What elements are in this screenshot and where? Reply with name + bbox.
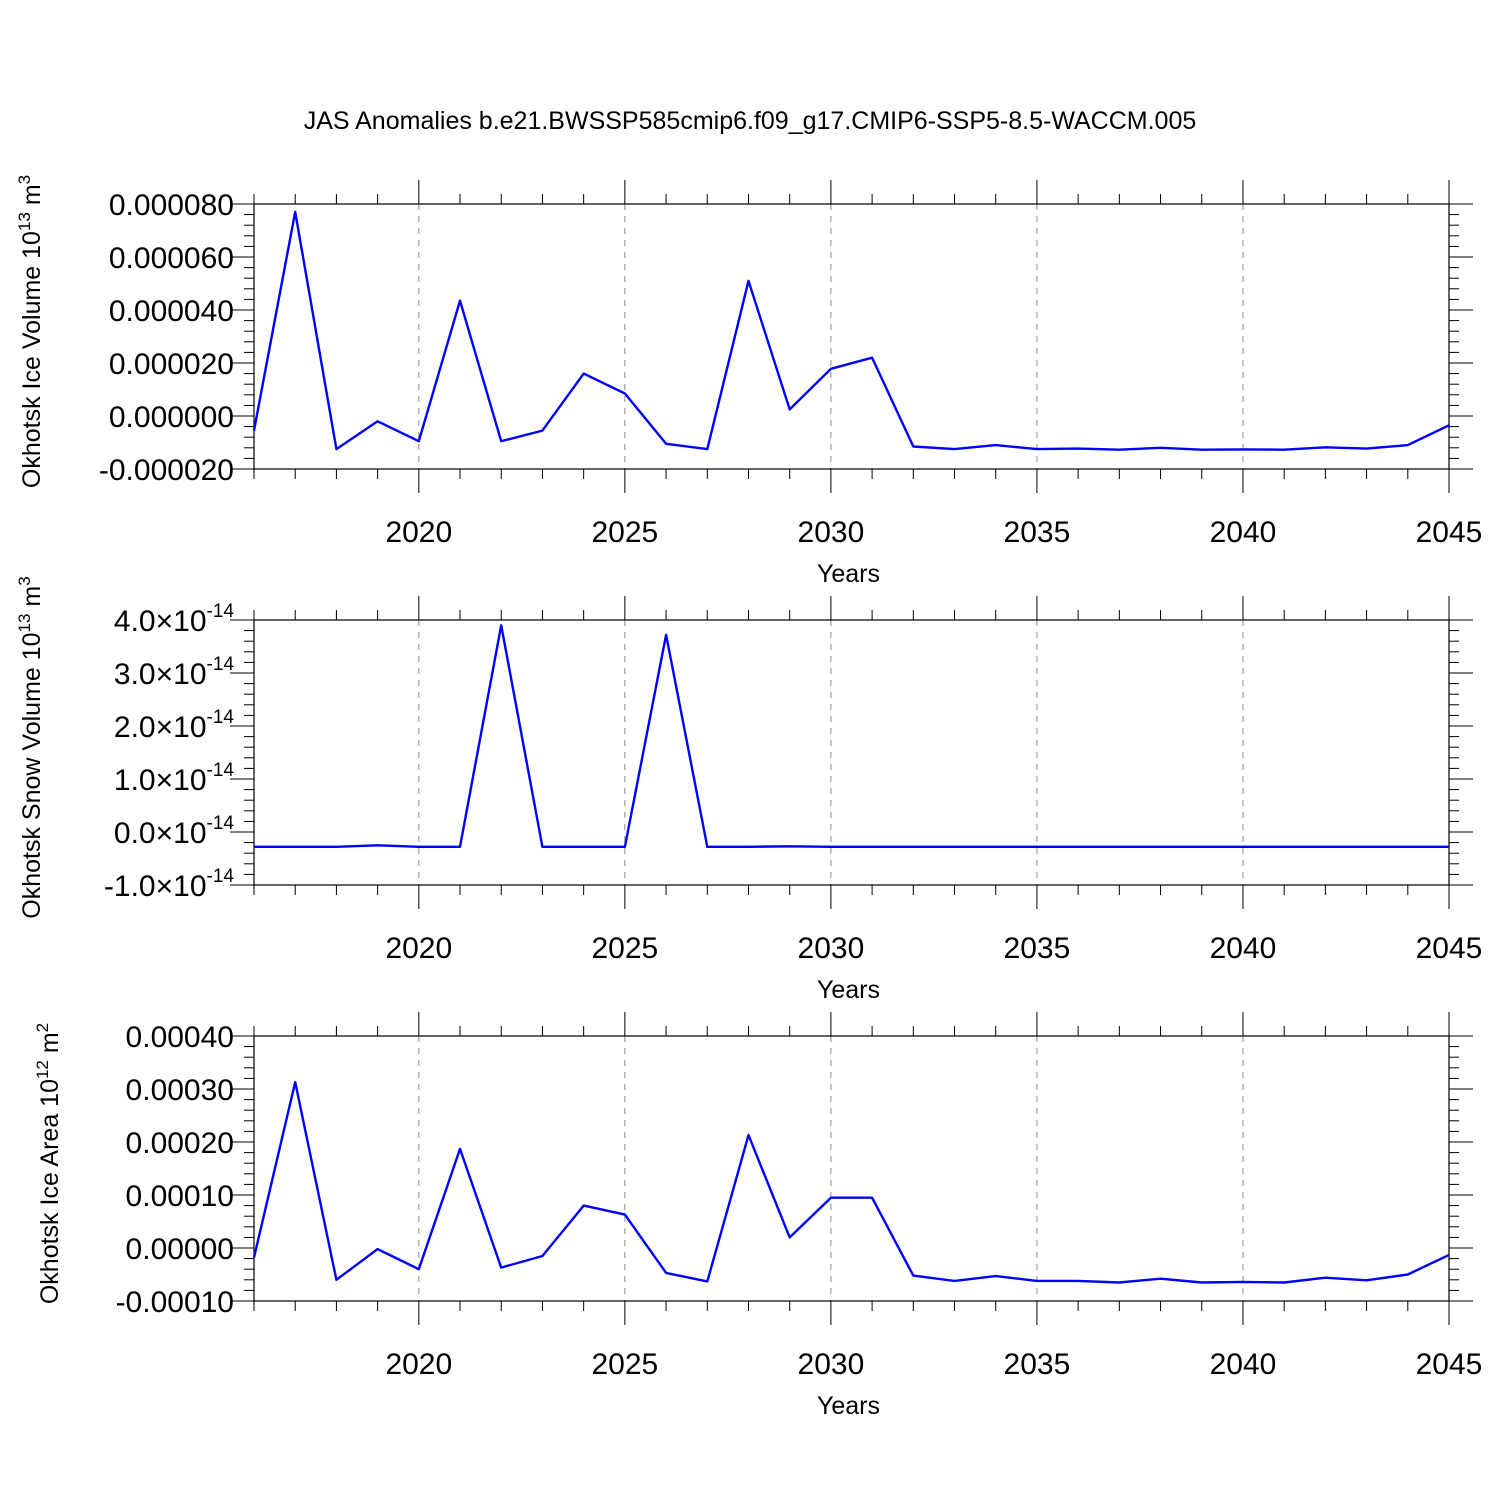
y-tick-label: -0.00010 — [116, 1286, 234, 1319]
y-tick-label: 0.00010 — [126, 1180, 234, 1213]
x-tick-label: 2040 — [1210, 516, 1277, 549]
x-tick-label: 2020 — [385, 516, 452, 549]
y-tick-label: 0.00040 — [126, 1021, 234, 1054]
y-tick-label: 0.00030 — [126, 1074, 234, 1107]
x-axis-label: Years — [817, 560, 880, 588]
x-tick-label: 2035 — [1004, 932, 1071, 965]
x-tick-label: 2040 — [1210, 932, 1277, 965]
x-tick-label: 2045 — [1416, 1348, 1483, 1381]
plot-frame — [253, 203, 1450, 470]
x-axis-label: Years — [817, 1392, 880, 1420]
y-tick-label: 0.00000 — [126, 1233, 234, 1266]
y-axis-label: Okhotsk Ice Area 1012 m2 — [33, 1023, 64, 1304]
x-tick-label: 2020 — [385, 1348, 452, 1381]
y-tick-label: 1.0×10-14 — [114, 760, 235, 797]
x-tick-label: 2030 — [798, 1348, 865, 1381]
plot-frame — [253, 1035, 1450, 1302]
y-tick-label: 0.0×10-14 — [114, 813, 235, 850]
y-tick-label: 0.000060 — [109, 242, 234, 275]
x-axis-label: Years — [817, 976, 880, 1004]
y-tick-label: -1.0×10-14 — [104, 866, 235, 903]
x-tick-label: 2045 — [1416, 932, 1483, 965]
x-tick-label: 2025 — [591, 1348, 658, 1381]
y-tick-label: 0.000020 — [109, 348, 234, 381]
y-tick-label: 2.0×10-14 — [114, 707, 235, 744]
chart-panel-2: -1.0×10-14 0.0×10-14 1.0×10-14 2.0×10-14 3.0… — [15, 576, 1482, 1004]
x-tick-label: 2020 — [385, 932, 452, 965]
chart-panel-3: -0.00010 0.00000 0.00010 0.00020 0.00030 0.00… — [33, 1012, 1482, 1420]
y-tick-label: 4.0×10-14 — [114, 601, 235, 638]
y-tick-label: 0.000040 — [109, 295, 234, 328]
chart-panel-1: -0.000020 0.000000 0.000020 0.000040 0.00006… — [15, 175, 1482, 588]
x-tick-label: 2030 — [798, 516, 865, 549]
x-tick-label: 2025 — [591, 516, 658, 549]
series-line-1 — [252, 210, 1450, 451]
series-line-1 — [254, 624, 1449, 848]
y-tick-label: 0.000080 — [109, 189, 234, 222]
plot-frame — [253, 619, 1450, 886]
x-tick-label: 2035 — [1004, 516, 1071, 549]
x-tick-label: 2040 — [1210, 1348, 1277, 1381]
x-tick-label: 2025 — [591, 932, 658, 965]
series-line-1 — [252, 1080, 1450, 1284]
y-axis-label: Okhotsk Ice Volume 1013 m3 — [15, 175, 46, 488]
y-axis-label: Okhotsk Snow Volume 1013 m3 — [15, 576, 46, 918]
panels: -0.000020 0.000000 0.000020 0.000040 0.00006… — [15, 175, 1482, 1420]
figure-title: JAS Anomalies b.e21.BWSSP585cmip6.f09_g1… — [304, 107, 1197, 135]
y-tick-label: 0.000000 — [109, 401, 234, 434]
x-tick-label: 2035 — [1004, 1348, 1071, 1381]
x-tick-label: 2030 — [798, 932, 865, 965]
y-tick-label: 0.00020 — [126, 1127, 234, 1160]
x-tick-label: 2045 — [1416, 516, 1483, 549]
y-tick-label: -0.000020 — [99, 454, 234, 487]
y-tick-label: 3.0×10-14 — [114, 654, 235, 691]
